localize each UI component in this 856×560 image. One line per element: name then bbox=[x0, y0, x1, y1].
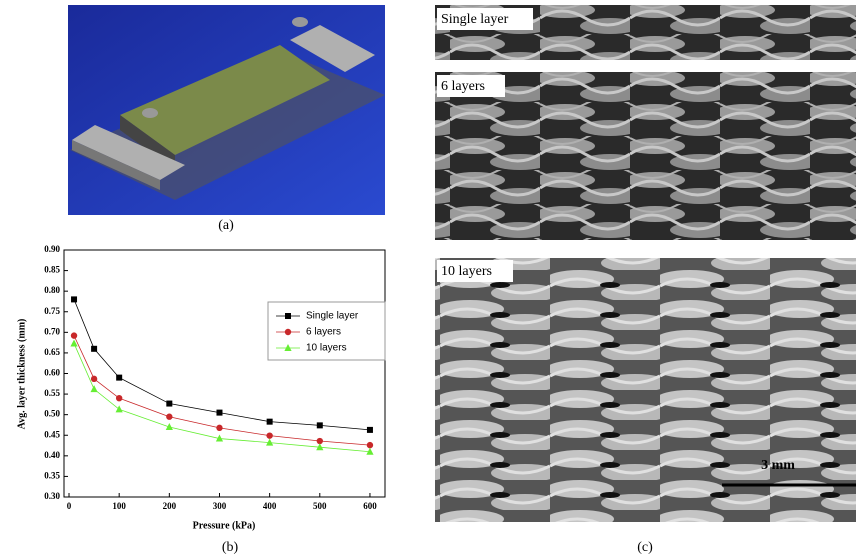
image-label: 6 layers bbox=[441, 79, 485, 94]
marker bbox=[71, 296, 77, 302]
panel-caption: (c) bbox=[637, 540, 653, 555]
marker bbox=[267, 419, 273, 425]
x-axis-title: Pressure (kPa) bbox=[193, 520, 256, 531]
marker bbox=[166, 401, 172, 407]
plot-frame bbox=[64, 250, 385, 497]
panel-a-image bbox=[68, 5, 385, 215]
marker bbox=[266, 432, 272, 438]
y-tick-label: 0.30 bbox=[44, 491, 60, 501]
marker bbox=[317, 422, 323, 428]
y-tick-label: 0.35 bbox=[44, 470, 60, 480]
x-tick-label: 300 bbox=[213, 501, 227, 511]
marker bbox=[116, 395, 122, 401]
y-tick-label: 0.55 bbox=[44, 388, 60, 398]
marker bbox=[116, 375, 122, 381]
y-tick-label: 0.70 bbox=[44, 326, 60, 336]
y-tick-label: 0.90 bbox=[44, 244, 60, 254]
image-label: Single layer bbox=[441, 12, 509, 27]
legend-label: 10 layers bbox=[306, 343, 347, 354]
y-tick-label: 0.50 bbox=[44, 409, 60, 419]
marker bbox=[90, 385, 97, 392]
panel-caption: (a) bbox=[218, 218, 234, 233]
figure: (a) Single layer 6 layers 10 layers 3 mm… bbox=[0, 0, 856, 560]
legend-marker bbox=[285, 313, 291, 319]
marker bbox=[367, 427, 373, 433]
y-axis-title: Avg. layer thickness (mm) bbox=[16, 319, 27, 430]
x-tick-label: 100 bbox=[112, 501, 126, 511]
marker bbox=[116, 405, 123, 412]
marker bbox=[367, 442, 373, 448]
x-tick-label: 600 bbox=[363, 501, 377, 511]
legend-label: Single layer bbox=[306, 311, 359, 322]
image-label: 10 layers bbox=[441, 264, 492, 279]
panel-caption: (b) bbox=[222, 540, 239, 555]
y-tick-label: 0.60 bbox=[44, 368, 60, 378]
marker bbox=[91, 376, 97, 382]
y-tick-label: 0.80 bbox=[44, 285, 60, 295]
marker bbox=[71, 332, 77, 338]
legend-marker bbox=[285, 329, 291, 335]
marker bbox=[91, 346, 97, 352]
marker bbox=[166, 414, 172, 420]
marker bbox=[216, 410, 222, 416]
x-tick-label: 500 bbox=[313, 501, 327, 511]
panel-c-images bbox=[435, 5, 856, 522]
x-tick-label: 400 bbox=[263, 501, 277, 511]
y-tick-label: 0.45 bbox=[44, 429, 60, 439]
y-tick-label: 0.65 bbox=[44, 347, 60, 357]
y-tick-label: 0.40 bbox=[44, 450, 60, 460]
marker bbox=[216, 425, 222, 431]
x-tick-label: 0 bbox=[67, 501, 72, 511]
legend-label: 6 layers bbox=[306, 327, 341, 338]
y-tick-label: 0.75 bbox=[44, 306, 60, 316]
x-tick-label: 200 bbox=[163, 501, 177, 511]
y-tick-label: 0.85 bbox=[44, 265, 60, 275]
scale-label: 3 mm bbox=[761, 458, 795, 473]
